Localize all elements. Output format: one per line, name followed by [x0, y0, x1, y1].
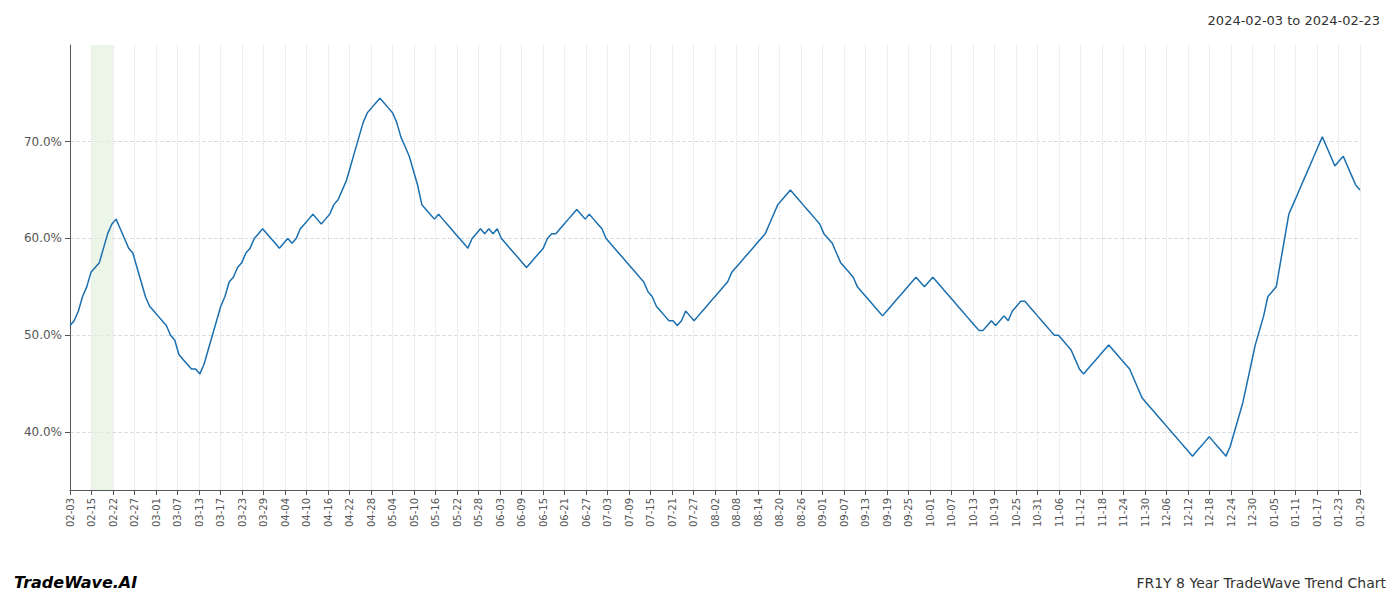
svg-text:07-09: 07-09: [624, 498, 635, 527]
svg-text:06-21: 06-21: [559, 498, 570, 527]
svg-text:09-19: 09-19: [882, 498, 893, 527]
svg-text:05-22: 05-22: [452, 498, 463, 527]
svg-text:50.0%: 50.0%: [24, 328, 62, 342]
svg-text:07-27: 07-27: [688, 498, 699, 527]
svg-text:11-18: 11-18: [1097, 498, 1108, 527]
svg-text:04-28: 04-28: [366, 498, 377, 527]
svg-text:10-07: 10-07: [946, 498, 957, 527]
svg-text:06-09: 06-09: [516, 498, 527, 527]
svg-text:05-16: 05-16: [430, 498, 441, 527]
svg-text:40.0%: 40.0%: [24, 425, 62, 439]
svg-text:12-18: 12-18: [1204, 498, 1215, 527]
svg-text:TradeWave.AI: TradeWave.AI: [14, 573, 137, 592]
svg-text:09-01: 09-01: [817, 498, 828, 527]
svg-text:04-16: 04-16: [323, 498, 334, 527]
svg-text:10-13: 10-13: [968, 498, 979, 527]
svg-text:10-19: 10-19: [989, 498, 1000, 527]
svg-text:06-03: 06-03: [495, 498, 506, 527]
svg-text:06-27: 06-27: [581, 498, 592, 527]
svg-text:70.0%: 70.0%: [24, 135, 62, 149]
svg-text:03-01: 03-01: [151, 498, 162, 527]
svg-text:09-25: 09-25: [903, 498, 914, 527]
svg-text:07-15: 07-15: [645, 498, 656, 527]
svg-text:03-17: 03-17: [215, 498, 226, 527]
svg-text:01-17: 01-17: [1312, 498, 1323, 527]
svg-text:06-15: 06-15: [538, 498, 549, 527]
svg-text:12-06: 12-06: [1161, 498, 1172, 527]
svg-text:09-13: 09-13: [860, 498, 871, 527]
svg-text:05-04: 05-04: [387, 498, 398, 527]
svg-text:03-29: 03-29: [258, 498, 269, 527]
svg-text:05-28: 05-28: [473, 498, 484, 527]
svg-text:07-03: 07-03: [602, 498, 613, 527]
svg-text:01-05: 01-05: [1269, 498, 1280, 527]
svg-text:01-23: 01-23: [1333, 498, 1344, 527]
svg-text:08-26: 08-26: [796, 498, 807, 527]
svg-text:11-30: 11-30: [1140, 498, 1151, 527]
svg-text:02-03: 02-03: [65, 498, 76, 527]
svg-text:60.0%: 60.0%: [24, 231, 62, 245]
svg-text:05-10: 05-10: [409, 498, 420, 527]
svg-text:02-27: 02-27: [129, 498, 140, 527]
svg-text:FR1Y 8 Year TradeWave Trend Ch: FR1Y 8 Year TradeWave Trend Chart: [1136, 575, 1386, 591]
svg-text:12-24: 12-24: [1226, 498, 1237, 527]
svg-text:08-14: 08-14: [753, 498, 764, 527]
svg-text:11-24: 11-24: [1118, 498, 1129, 527]
svg-text:02-15: 02-15: [86, 498, 97, 527]
svg-text:07-21: 07-21: [667, 498, 678, 527]
svg-text:01-29: 01-29: [1355, 498, 1366, 527]
svg-text:01-11: 01-11: [1290, 498, 1301, 527]
svg-text:03-23: 03-23: [237, 498, 248, 527]
svg-text:08-08: 08-08: [731, 498, 742, 527]
svg-text:12-12: 12-12: [1183, 498, 1194, 527]
svg-text:04-04: 04-04: [280, 498, 291, 527]
svg-text:09-07: 09-07: [839, 498, 850, 527]
svg-text:02-22: 02-22: [108, 498, 119, 527]
svg-text:03-13: 03-13: [194, 498, 205, 527]
svg-text:12-30: 12-30: [1247, 498, 1258, 527]
svg-text:11-12: 11-12: [1075, 498, 1086, 527]
svg-text:03-07: 03-07: [172, 498, 183, 527]
svg-text:11-06: 11-06: [1054, 498, 1065, 527]
svg-text:2024-02-03 to 2024-02-23: 2024-02-03 to 2024-02-23: [1208, 13, 1380, 28]
svg-text:10-25: 10-25: [1011, 498, 1022, 527]
svg-text:10-01: 10-01: [925, 498, 936, 527]
svg-text:08-20: 08-20: [774, 498, 785, 527]
svg-text:04-22: 04-22: [344, 498, 355, 527]
svg-text:08-02: 08-02: [710, 498, 721, 527]
svg-text:10-31: 10-31: [1032, 498, 1043, 527]
svg-text:04-10: 04-10: [301, 498, 312, 527]
